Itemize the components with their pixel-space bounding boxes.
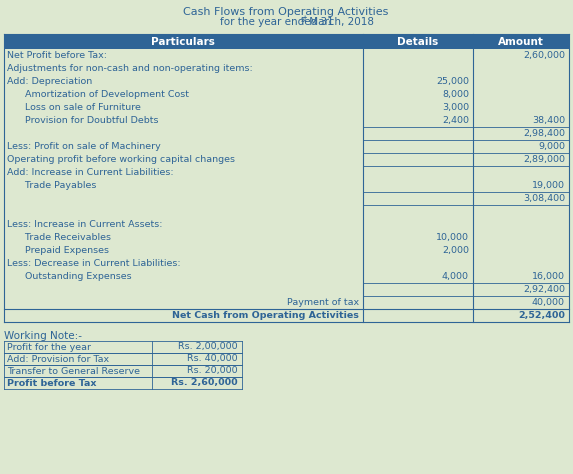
Text: Provision for Doubtful Debts: Provision for Doubtful Debts	[7, 116, 159, 125]
Text: Rs. 20,000: Rs. 20,000	[187, 366, 238, 375]
Text: Less: Decrease in Current Liabilities:: Less: Decrease in Current Liabilities:	[7, 259, 180, 268]
Text: Add: Depreciation: Add: Depreciation	[7, 77, 92, 86]
Bar	[4, 34, 569, 49]
Text: Prepaid Expenses: Prepaid Expenses	[7, 246, 109, 255]
Text: Outstanding Expenses: Outstanding Expenses	[7, 272, 132, 281]
Text: Payment of tax: Payment of tax	[286, 298, 359, 307]
Text: Cash Flows from Operating Activities: Cash Flows from Operating Activities	[183, 7, 388, 17]
Text: 16,000: 16,000	[532, 272, 565, 281]
Text: 3,08,400: 3,08,400	[523, 194, 565, 203]
Text: Rs. 40,000: Rs. 40,000	[187, 355, 238, 364]
Text: 2,400: 2,400	[442, 116, 469, 125]
Text: Loss on sale of Furniture: Loss on sale of Furniture	[7, 103, 141, 112]
Text: 25,000: 25,000	[436, 77, 469, 86]
Text: Net Profit before Tax:: Net Profit before Tax:	[7, 51, 107, 60]
Text: Transfer to General Reserve: Transfer to General Reserve	[7, 366, 140, 375]
Text: Adjustments for non-cash and non-operating items:: Adjustments for non-cash and non-operati…	[7, 64, 253, 73]
Text: Amortization of Development Cost: Amortization of Development Cost	[7, 90, 189, 99]
Text: 2,89,000: 2,89,000	[523, 155, 565, 164]
Text: Particulars: Particulars	[151, 36, 215, 46]
Text: 38,400: 38,400	[532, 116, 565, 125]
Text: 2,92,400: 2,92,400	[523, 285, 565, 294]
Text: Working Note:-: Working Note:-	[4, 331, 82, 341]
Text: 2,000: 2,000	[442, 246, 469, 255]
Text: Amount: Amount	[498, 36, 544, 46]
Bar	[4, 49, 569, 322]
Text: 19,000: 19,000	[532, 181, 565, 190]
Text: Net Cash from Operating Activities: Net Cash from Operating Activities	[172, 311, 359, 320]
Text: 2,52,400: 2,52,400	[518, 311, 565, 320]
Text: for the year ended 31st March, 2018: for the year ended 31st March, 2018	[190, 17, 382, 27]
Text: Less: Increase in Current Assets:: Less: Increase in Current Assets:	[7, 220, 163, 229]
Text: March, 2018: March, 2018	[306, 17, 374, 27]
Text: 2,60,000: 2,60,000	[523, 51, 565, 60]
Text: Less: Profit on sale of Machinery: Less: Profit on sale of Machinery	[7, 142, 161, 151]
Text: 40,000: 40,000	[532, 298, 565, 307]
Text: Rs. 2,60,000: Rs. 2,60,000	[171, 379, 238, 388]
Text: Details: Details	[397, 36, 438, 46]
Text: 9,000: 9,000	[538, 142, 565, 151]
Text: 10,000: 10,000	[436, 233, 469, 242]
Text: 4,000: 4,000	[442, 272, 469, 281]
Text: Trade Payables: Trade Payables	[7, 181, 96, 190]
Text: 2,98,400: 2,98,400	[523, 129, 565, 138]
Text: 3,000: 3,000	[442, 103, 469, 112]
Text: Profit for the year: Profit for the year	[7, 343, 91, 352]
Text: 8,000: 8,000	[442, 90, 469, 99]
Text: for the year ended 31: for the year ended 31	[220, 17, 333, 27]
Text: Rs. 2,00,000: Rs. 2,00,000	[178, 343, 238, 352]
Text: st: st	[301, 15, 308, 24]
Text: Add: Provision for Tax: Add: Provision for Tax	[7, 355, 109, 364]
Text: Profit before Tax: Profit before Tax	[7, 379, 96, 388]
Text: Operating profit before working capital changes: Operating profit before working capital …	[7, 155, 235, 164]
Text: Trade Receivables: Trade Receivables	[7, 233, 111, 242]
Text: Add: Increase in Current Liabilities:: Add: Increase in Current Liabilities:	[7, 168, 174, 177]
